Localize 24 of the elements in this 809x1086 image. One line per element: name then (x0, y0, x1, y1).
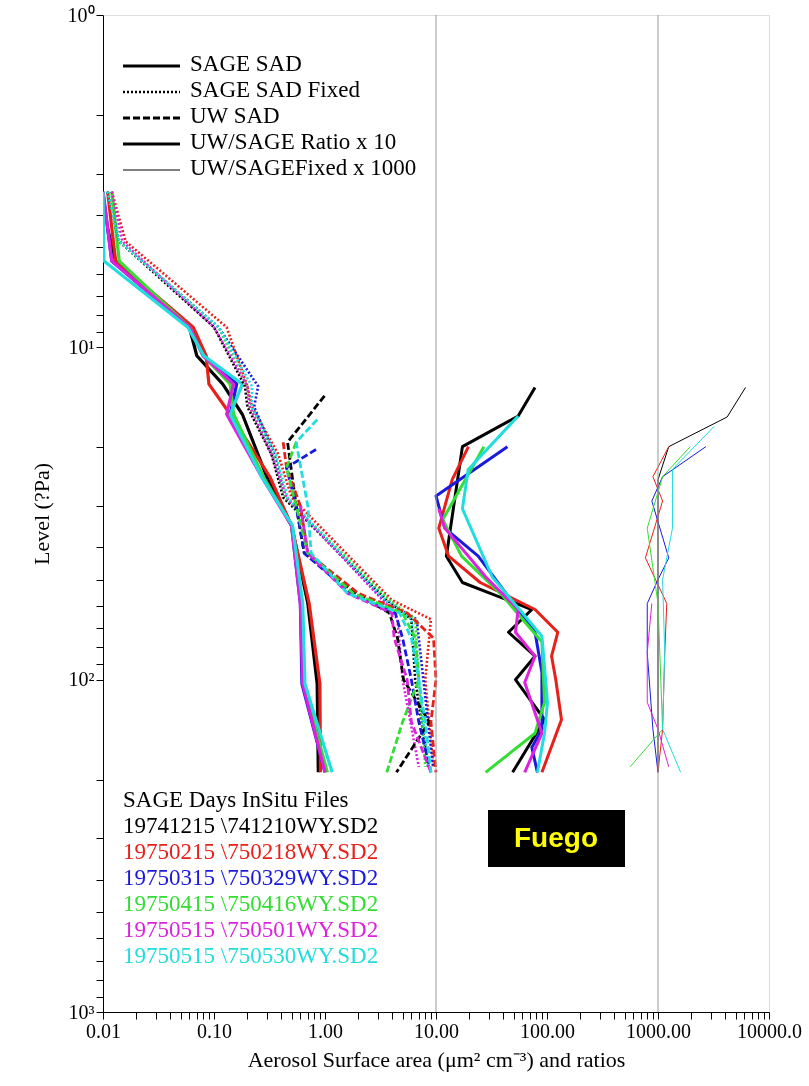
annotation: 19741215 \741210WY.SD2 (123, 813, 379, 838)
legend-label: SAGE SAD Fixed (190, 77, 361, 102)
x-tick-label: 1.00 (308, 1019, 343, 1042)
annotation: 19750215 \750218WY.SD2 (123, 839, 379, 864)
annotation: 19750515 \750530WY.SD2 (123, 943, 379, 968)
x-tick-label: 10.00 (414, 1019, 459, 1042)
annotation: 19750315 \750329WY.SD2 (123, 865, 379, 890)
y-axis-title: Level (?Pa) (28, 463, 54, 565)
legend-label: UW/SAGE Ratio x 10 (190, 129, 397, 154)
annotation: Fuego (514, 822, 598, 853)
y-tick-label: 10⁰ (67, 3, 95, 26)
x-tick-label: 1000.00 (626, 1019, 691, 1042)
annotation: SAGE Days InSitu Files (123, 787, 349, 812)
y-tick-label: 10¹ (68, 335, 95, 358)
legend-label: UW/SAGEFixed x 1000 (190, 155, 417, 180)
annotation: 19750515 \750501WY.SD2 (123, 917, 379, 942)
x-tick-label: 10000.0 (737, 1019, 802, 1042)
x-tick-label: 0.10 (197, 1019, 232, 1042)
annotation: 19750415 \750416WY.SD2 (123, 891, 379, 916)
legend-label: UW SAD (190, 103, 280, 128)
x-tick-label: 100.00 (520, 1019, 575, 1042)
x-axis-title: Aerosol Surface area (μm² cm⁻³) and ratios (247, 1046, 626, 1072)
y-tick-label: 10² (68, 668, 95, 691)
legend-label: SAGE SAD (190, 51, 302, 76)
